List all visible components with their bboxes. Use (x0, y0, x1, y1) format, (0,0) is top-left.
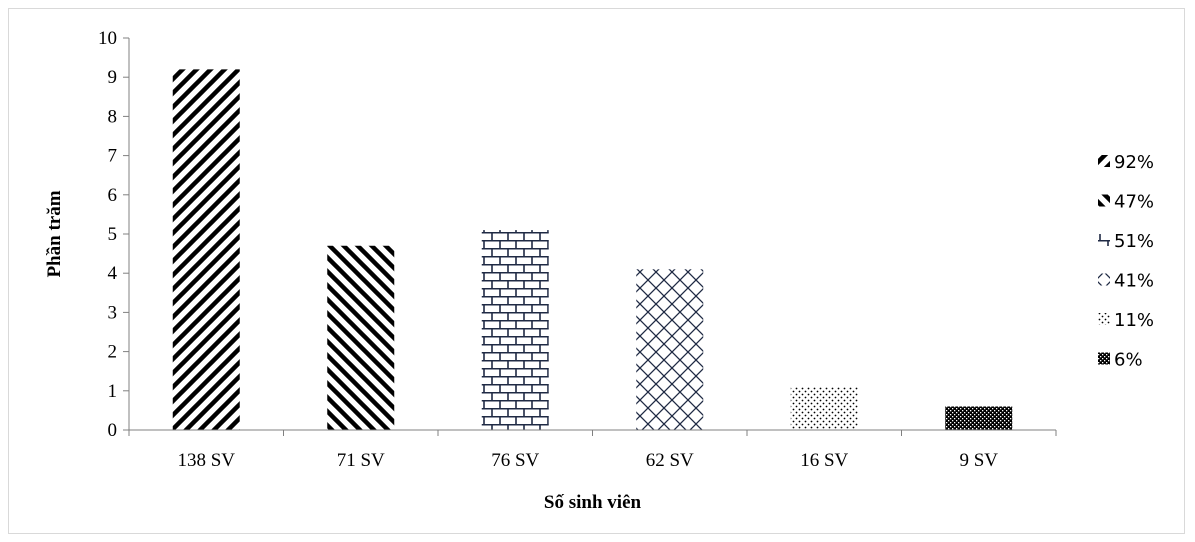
x-tick-label: 16 SV (800, 450, 848, 471)
legend-swatch-5 (1098, 313, 1110, 325)
bar-3 (481, 230, 549, 430)
x-tick-label: 62 SV (646, 450, 694, 471)
legend-label-1: 92% (1114, 152, 1154, 173)
bar-4 (636, 269, 704, 430)
bar-6 (945, 406, 1013, 430)
legend-swatch-2 (1098, 194, 1110, 207)
legend-swatch-1 (1098, 155, 1110, 167)
legend-swatch-3 (1098, 234, 1110, 246)
x-tick-label: 76 SV (491, 450, 539, 471)
legend-label-5: 11% (1114, 310, 1154, 331)
legend-swatch-6 (1098, 352, 1110, 365)
y-tick-label: 0 (108, 420, 118, 441)
y-tick-label: 7 (108, 146, 118, 167)
x-tick-label: 138 SV (177, 450, 235, 471)
legend-label-3: 51% (1114, 231, 1154, 252)
y-tick-label: 10 (98, 28, 117, 49)
y-axis-ticks: 0 1 2 3 4 5 6 7 8 9 10 (98, 28, 129, 441)
bars (172, 69, 1013, 431)
x-axis-ticks: 138 SV 71 SV 76 SV 62 SV 16 SV 9 SV (128, 430, 1057, 471)
y-tick-label: 2 (108, 342, 118, 363)
legend-label-4: 41% (1114, 271, 1154, 292)
x-tick-label: 71 SV (337, 450, 385, 471)
y-tick-label: 9 (108, 67, 118, 88)
legend: 92% 47% 51% 41% 11% 6% (1098, 152, 1154, 371)
y-axis-title: Phần trăm (44, 190, 65, 277)
y-tick-label: 1 (108, 381, 118, 402)
bar-2 (327, 245, 395, 430)
y-tick-label: 4 (108, 263, 118, 284)
y-tick-label: 6 (108, 185, 118, 206)
y-tick-label: 8 (108, 106, 118, 127)
x-axis-title: Số sinh viên (544, 492, 642, 513)
legend-swatch-4 (1098, 273, 1110, 286)
y-tick-label: 5 (108, 224, 118, 245)
bar-1 (172, 69, 240, 431)
y-tick-label: 3 (108, 302, 118, 323)
legend-label-2: 47% (1114, 192, 1154, 213)
bar-5 (790, 386, 858, 430)
legend-label-6: 6% (1114, 350, 1143, 371)
x-tick-label: 9 SV (959, 450, 998, 471)
